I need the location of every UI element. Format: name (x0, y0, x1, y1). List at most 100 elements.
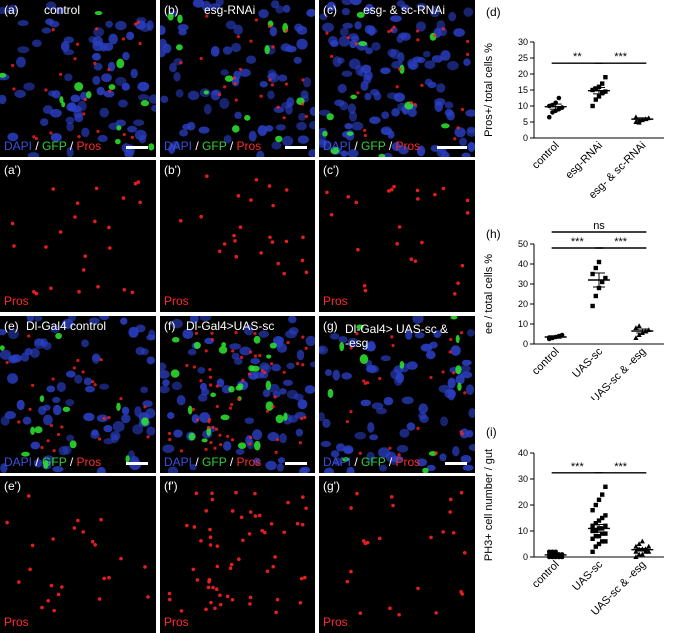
panel-letter-b: (b) (164, 3, 179, 17)
stain-gfp: GFP (202, 139, 227, 153)
data-point (639, 551, 645, 557)
stain-pros: Pros (4, 615, 29, 629)
panel-letter-f: (f) (164, 319, 176, 333)
data-point (596, 259, 602, 265)
micrograph-e: (e) Dl-Gal4 control DAPI / GFP / Pros (0, 316, 156, 473)
x-category-label: UAS-sc (570, 345, 605, 380)
data-point (646, 543, 652, 549)
graph-d: (d) Pros+/ total cells % 0 5 10 15 20 25 30 contr… (483, 5, 664, 200)
data-point (646, 549, 652, 554)
data-point (603, 75, 608, 80)
data-point (633, 335, 639, 340)
micrograph-b-prime: (b') Pros (160, 160, 315, 312)
data-point (636, 332, 642, 337)
y-tick-label: 40 (518, 259, 528, 269)
scale-bar (445, 462, 467, 465)
micrograph-texture (345, 490, 467, 617)
y-tick-label: 30 (518, 474, 528, 484)
panel-letter-a: (a) (4, 3, 19, 17)
panel-letter-a-prime: (a') (4, 163, 21, 177)
significance-label: *** (614, 51, 628, 63)
data-point (596, 94, 602, 99)
data-point (636, 119, 642, 125)
y-tick-label: 20 (518, 500, 528, 510)
stain-dapi: DAPI (4, 139, 33, 153)
y-tick-label: 30 (518, 279, 528, 289)
data-point (550, 549, 555, 555)
scale-bar (437, 146, 467, 149)
data-point (546, 549, 552, 555)
panel-title-e: Dl-Gal4 control (26, 319, 107, 333)
micrograph-texture (160, 316, 315, 473)
significance-label: *** (571, 236, 585, 248)
stain-pros: Pros (164, 294, 189, 308)
y-axis-label: PH3+ cell number / gut (483, 449, 495, 561)
micrograph-f: (f) Dl-Gal4>UAS-sc DAPI / GFP / Pros (160, 316, 315, 473)
scale-bar (126, 462, 148, 465)
stain-dapi: DAPI (323, 139, 352, 153)
stain-pros: Pros (395, 139, 421, 153)
y-tick-label: 30 (518, 37, 528, 47)
data-point (600, 279, 605, 285)
micrograph-f-prime: (f') Pros (160, 476, 315, 633)
data-point (593, 528, 598, 534)
data-point (593, 544, 598, 549)
graph-i: (i) PH3+ cell number / gut 0 10 20 30 40 contro… (483, 425, 664, 618)
graph-panel-letter: (h) (486, 227, 501, 241)
stain-gfp: GFP (202, 455, 227, 469)
stain-legend: DAPI / GFP / Pros (4, 139, 101, 153)
micrograph-texture (167, 490, 308, 615)
micrograph-texture (0, 1, 156, 157)
panel-letter-g: (g) (323, 319, 338, 333)
data-point (603, 275, 608, 281)
y-tick-label: 0 (523, 339, 528, 349)
scale-bar (285, 146, 307, 149)
y-axis-label: ee / total cells % (483, 254, 495, 334)
data-point (593, 97, 598, 102)
stain-pros: Pros (323, 294, 348, 308)
panel-title-b: esg-RNAi (204, 3, 256, 17)
data-point (553, 549, 558, 555)
panel-letter-e-prime: (e') (4, 479, 21, 493)
stain-dapi: DAPI (4, 455, 33, 469)
graph-panel-letter: (d) (486, 5, 501, 19)
data-point (633, 549, 639, 554)
data-point (556, 95, 562, 101)
data-point (600, 91, 605, 96)
x-category-label: control (530, 346, 562, 378)
y-tick-label: 20 (518, 299, 528, 309)
significance-label: *** (614, 461, 628, 473)
stain-sep: / (351, 455, 362, 469)
x-category-label: esg-RNAi (563, 140, 605, 182)
data-point (593, 265, 598, 271)
stain-pros: Pros (236, 139, 262, 153)
stain-sep: / (192, 455, 203, 469)
stain-sep: / (32, 455, 43, 469)
data-point (593, 521, 598, 526)
data-point (546, 114, 552, 120)
stain-sep: / (226, 455, 237, 469)
micrograph-a-prime: (a') Pros (0, 160, 156, 312)
data-point (593, 502, 598, 508)
data-point (600, 492, 605, 497)
data-point (593, 293, 598, 299)
data-point (596, 518, 602, 523)
data-point (590, 271, 595, 277)
y-tick-label: 10 (518, 526, 528, 536)
data-point (600, 531, 605, 536)
y-tick-label: 5 (523, 117, 528, 127)
data-point (590, 536, 595, 541)
micrograph-texture (5, 494, 150, 613)
micrograph-texture (0, 316, 156, 473)
significance-label: *** (571, 461, 585, 473)
stain-sep: / (66, 455, 77, 469)
micrograph-texture (160, 0, 315, 157)
panel-title-a: control (44, 3, 81, 17)
x-category-label: UAS-sc (570, 558, 605, 593)
stain-dapi: DAPI (164, 139, 193, 153)
significance-label: ns (593, 222, 605, 232)
significance-label: ** (573, 51, 582, 63)
micrograph-g: (g) Dl-Gal4> UAS-sc & -esg DAPI / GFP / … (319, 316, 475, 473)
y-tick-label: 0 (523, 552, 528, 562)
y-tick-label: 50 (518, 239, 528, 249)
